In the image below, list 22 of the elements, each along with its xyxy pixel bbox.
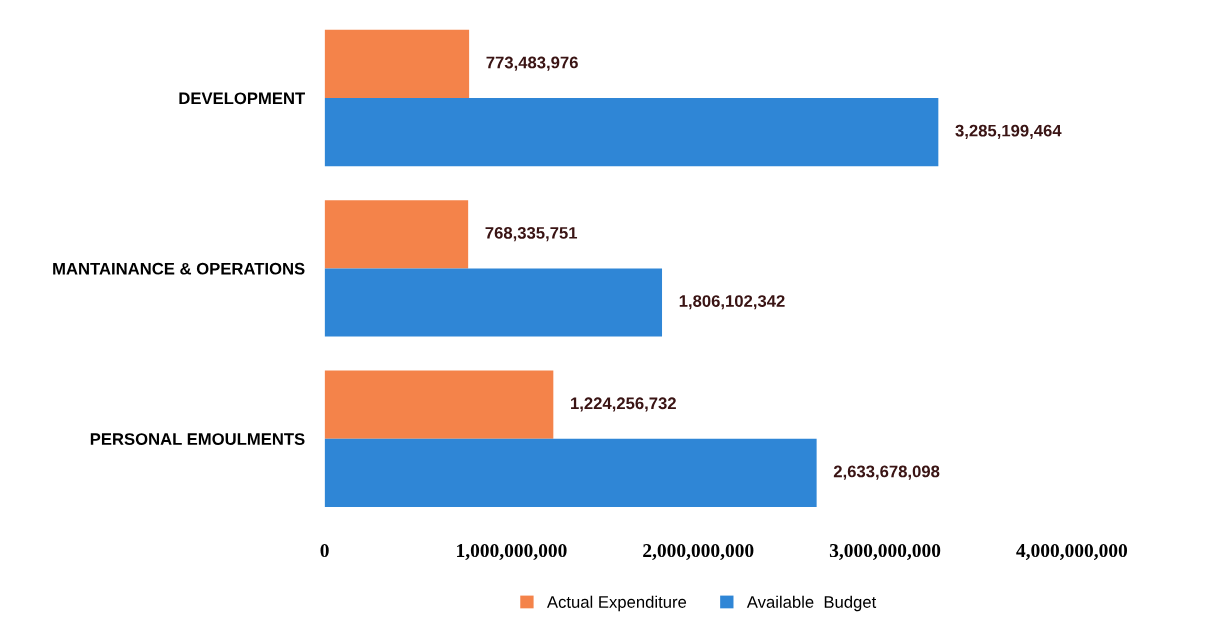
bar (324, 370, 554, 439)
data-label: 768,335,751 (485, 226, 578, 242)
y-tick-label: PERSONAL EMOULMENTS (90, 433, 305, 445)
x-tick-label: 2,000,000,000 (643, 543, 754, 560)
y-tick-label: MANTAINANCE & OPERATIONS (53, 262, 305, 275)
data-label: 773,483,976 (486, 56, 578, 71)
x-tick-label: 0 (320, 543, 329, 558)
bar (324, 268, 663, 337)
x-tick-label: 4,000,000,000 (1016, 543, 1128, 560)
bar (324, 200, 469, 269)
legend-label: Available Budget (746, 595, 877, 612)
x-tick-label: 3,000,000,000 (829, 543, 941, 560)
data-label: 1,224,256,732 (571, 397, 676, 412)
data-label: 1,806,102,342 (679, 295, 785, 310)
x-tick-label: 1,000,000,000 (457, 543, 567, 560)
bar (324, 438, 817, 507)
legend-label: Actual Expenditure (546, 595, 687, 612)
data-label: 3,285,199,464 (955, 124, 1062, 139)
data-label: 2,633,678,098 (833, 465, 940, 480)
y-tick-label: DEVELOPMENT (179, 92, 305, 105)
bar (324, 97, 939, 167)
bar (324, 29, 470, 98)
